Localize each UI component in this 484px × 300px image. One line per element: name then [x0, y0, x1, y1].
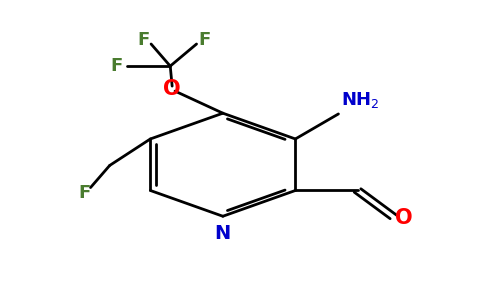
Text: F: F: [137, 32, 150, 50]
Text: O: O: [163, 79, 181, 99]
Text: O: O: [395, 208, 413, 229]
Text: F: F: [79, 184, 91, 202]
Text: NH$_2$: NH$_2$: [341, 90, 379, 110]
Text: N: N: [215, 224, 231, 243]
Text: F: F: [110, 57, 123, 75]
Text: F: F: [198, 32, 211, 50]
